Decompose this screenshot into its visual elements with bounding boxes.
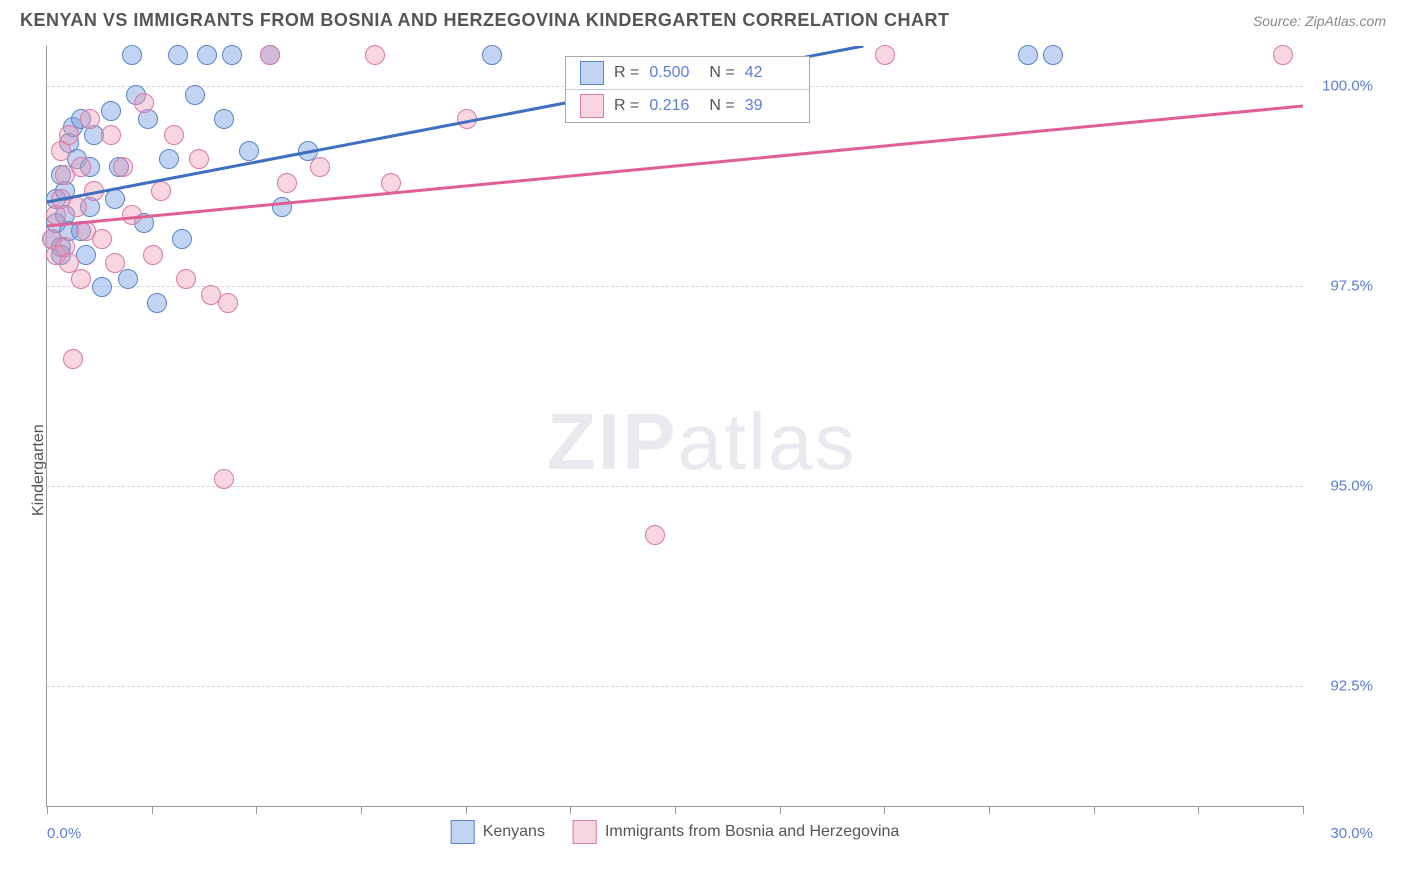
x-tick	[256, 806, 257, 814]
data-point	[381, 173, 401, 193]
data-point	[71, 157, 91, 177]
legend-swatch	[573, 820, 597, 844]
x-tick	[780, 806, 781, 814]
chart-source: Source: ZipAtlas.com	[1253, 13, 1386, 29]
y-tick-label: 97.5%	[1313, 278, 1373, 295]
data-point	[457, 109, 477, 129]
plot-area: 92.5%95.0%97.5%100.0%0.0%30.0%ZIPatlasR …	[46, 46, 1303, 807]
gridline	[47, 486, 1303, 487]
y-tick-label: 95.0%	[1313, 478, 1373, 495]
chart-container: Kindergarten 92.5%95.0%97.5%100.0%0.0%30…	[46, 46, 1386, 836]
legend-swatch	[580, 94, 604, 118]
data-point	[80, 109, 100, 129]
series-label: Kenyans	[483, 823, 545, 841]
x-tick	[570, 806, 571, 814]
data-point	[272, 197, 292, 217]
data-point	[176, 269, 196, 289]
x-max-label: 30.0%	[1330, 825, 1373, 842]
data-point	[59, 125, 79, 145]
data-point	[164, 125, 184, 145]
legend-row: R = 0.500 N = 42	[566, 57, 809, 90]
data-point	[875, 45, 895, 65]
chart-title: KENYAN VS IMMIGRANTS FROM BOSNIA AND HER…	[20, 10, 950, 31]
x-tick	[884, 806, 885, 814]
data-point	[105, 189, 125, 209]
data-point	[482, 45, 502, 65]
legend-r-label: R =	[614, 97, 639, 115]
data-point	[168, 45, 188, 65]
legend-r-value: 0.500	[649, 64, 699, 82]
data-point	[113, 157, 133, 177]
data-point	[92, 277, 112, 297]
legend-row: R = 0.216 N = 39	[566, 90, 809, 122]
data-point	[214, 469, 234, 489]
x-tick	[675, 806, 676, 814]
legend-r-label: R =	[614, 64, 639, 82]
watermark: ZIPatlas	[547, 396, 856, 488]
x-tick	[361, 806, 362, 814]
data-point	[214, 109, 234, 129]
data-point	[189, 149, 209, 169]
data-point	[159, 149, 179, 169]
x-tick	[47, 806, 48, 814]
data-point	[1273, 45, 1293, 65]
data-point	[71, 269, 91, 289]
data-point	[151, 181, 171, 201]
data-point	[218, 293, 238, 313]
data-point	[185, 85, 205, 105]
legend-n-value: 42	[745, 64, 795, 82]
legend-swatch	[580, 61, 604, 85]
series-legend-item: Kenyans	[451, 820, 545, 844]
chart-header: KENYAN VS IMMIGRANTS FROM BOSNIA AND HER…	[0, 0, 1406, 37]
data-point	[1043, 45, 1063, 65]
legend-n-label: N =	[709, 97, 734, 115]
data-point	[63, 349, 83, 369]
data-point	[134, 93, 154, 113]
correlation-legend: R = 0.500 N = 42 R = 0.216 N = 39	[565, 56, 810, 123]
y-tick-label: 100.0%	[1313, 78, 1373, 95]
data-point	[84, 181, 104, 201]
data-point	[277, 173, 297, 193]
series-legend: Kenyans Immigrants from Bosnia and Herzeg…	[451, 820, 900, 844]
legend-swatch	[451, 820, 475, 844]
series-label: Immigrants from Bosnia and Herzegovina	[605, 823, 899, 841]
data-point	[143, 245, 163, 265]
data-point	[67, 197, 87, 217]
data-point	[310, 157, 330, 177]
data-point	[147, 293, 167, 313]
data-point	[122, 205, 142, 225]
data-point	[92, 229, 112, 249]
data-point	[197, 45, 217, 65]
data-point	[365, 45, 385, 65]
legend-n-label: N =	[709, 64, 734, 82]
data-point	[105, 253, 125, 273]
data-point	[239, 141, 259, 161]
data-point	[1018, 45, 1038, 65]
x-tick	[1094, 806, 1095, 814]
y-tick-label: 92.5%	[1313, 678, 1373, 695]
gridline	[47, 286, 1303, 287]
data-point	[101, 101, 121, 121]
x-tick	[152, 806, 153, 814]
x-tick	[1303, 806, 1304, 814]
x-tick	[466, 806, 467, 814]
series-legend-item: Immigrants from Bosnia and Herzegovina	[573, 820, 899, 844]
trend-lines	[47, 46, 1303, 806]
data-point	[122, 45, 142, 65]
x-tick	[1198, 806, 1199, 814]
legend-n-value: 39	[745, 97, 795, 115]
data-point	[101, 125, 121, 145]
data-point	[118, 269, 138, 289]
data-point	[222, 45, 242, 65]
data-point	[172, 229, 192, 249]
gridline	[47, 686, 1303, 687]
legend-r-value: 0.216	[649, 97, 699, 115]
x-tick	[989, 806, 990, 814]
data-point	[645, 525, 665, 545]
data-point	[260, 45, 280, 65]
x-min-label: 0.0%	[47, 825, 81, 842]
